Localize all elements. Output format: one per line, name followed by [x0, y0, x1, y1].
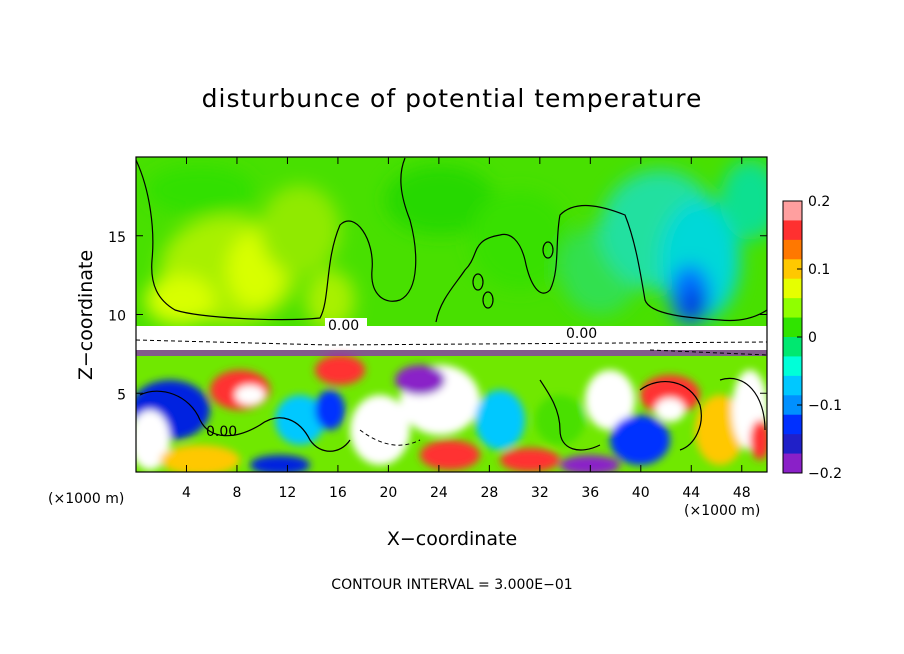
x-tick-label: 24: [430, 485, 448, 501]
colorbar-tick-label: 0: [808, 330, 817, 346]
y-axis-label: Z−coordinate: [75, 249, 97, 381]
y-axis: 5 10 15: [108, 230, 767, 403]
colorbar-swatch: [783, 356, 802, 377]
contour-label: 0.00: [328, 318, 359, 334]
x-axis-label: X−coordinate: [386, 528, 518, 550]
x-tick-label: 48: [733, 485, 751, 501]
colorbar-swatch: [783, 453, 802, 474]
x-unit-left: (×1000 m): [48, 491, 125, 507]
colorbar: [783, 201, 802, 474]
x-tick-label: 40: [632, 485, 650, 501]
y-tick-label: 5: [117, 387, 126, 403]
colorbar-swatch: [783, 259, 802, 280]
contour-label: 0.00: [566, 326, 597, 342]
colorbar-swatch: [783, 414, 802, 435]
x-tick-label: 8: [232, 485, 241, 501]
x-tick-label: 16: [329, 485, 347, 501]
colorbar-tick-label: −0.1: [808, 398, 842, 414]
colorbar-swatch: [783, 395, 802, 416]
x-tick-label: 36: [581, 485, 599, 501]
colorbar-tick-label: −0.2: [808, 466, 842, 482]
colorbar-swatch: [783, 375, 802, 396]
colorbar-swatch: [783, 201, 802, 221]
colorbar-swatch: [783, 239, 802, 260]
contour-interval-note: CONTOUR INTERVAL = 3.000E−01: [331, 577, 573, 593]
x-tick-label: 4: [182, 485, 191, 501]
heatmap-field: 0.00 0.00 0.00: [136, 157, 767, 472]
colorbar-swatch: [783, 278, 802, 299]
y-tick-label: 10: [108, 309, 126, 325]
colorbar-tick-label: 0.1: [808, 262, 830, 278]
colorbar-swatch: [783, 317, 802, 338]
y-tick-label: 15: [108, 230, 126, 246]
colorbar-swatch: [783, 298, 802, 319]
x-tick-label: 32: [531, 485, 549, 501]
colorbar-tick-label: 0.2: [808, 194, 830, 210]
contour-label: 0.00: [206, 424, 237, 440]
colorbar-axis: 0.2 0.1 0 −0.1 −0.2: [797, 194, 842, 482]
colorbar-swatch: [783, 337, 802, 357]
chart-title: disturbunce of potential temperature: [201, 84, 703, 113]
x-tick-label: 20: [379, 485, 397, 501]
colorbar-swatch: [783, 220, 802, 241]
contour-lines: [136, 157, 767, 452]
x-tick-label: 28: [480, 485, 498, 501]
x-unit-right: (×1000 m): [684, 503, 761, 519]
colorbar-swatch: [783, 434, 802, 455]
x-tick-label: 12: [279, 485, 297, 501]
x-tick-label: 44: [682, 485, 700, 501]
x-axis: 4 8 12 16 20 24 28 32 36 40 44 48: [182, 157, 751, 501]
